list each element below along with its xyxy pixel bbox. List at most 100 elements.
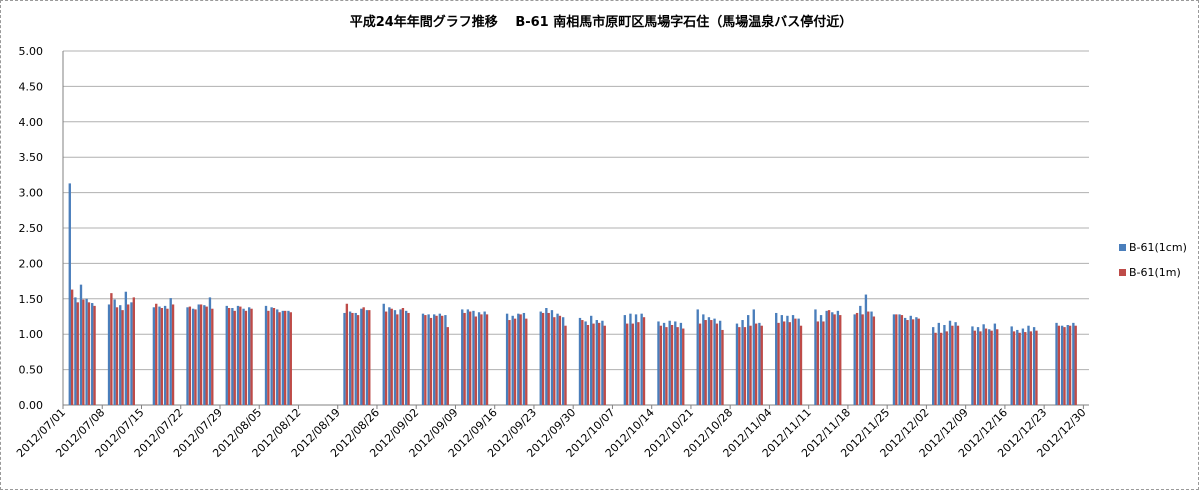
bar-1cm xyxy=(892,314,896,405)
bar-1m xyxy=(872,316,876,405)
bar-1m xyxy=(743,327,747,405)
bar-1cm xyxy=(113,299,116,405)
bar-1cm xyxy=(707,317,711,405)
bar-1m xyxy=(861,314,864,405)
bar-1m xyxy=(659,325,663,405)
bar-1cm xyxy=(629,313,632,405)
bar-1cm xyxy=(124,291,128,405)
bar-1cm xyxy=(191,308,195,405)
bar-1cm xyxy=(623,315,627,405)
legend-label-s2: B-61(1m) xyxy=(1129,266,1181,279)
bar-1m xyxy=(586,324,590,405)
bar-1m xyxy=(1029,331,1033,405)
bar-1m xyxy=(82,299,85,405)
bar-1m xyxy=(351,312,354,405)
bar-1cm xyxy=(1055,322,1058,405)
bar-1m xyxy=(384,311,388,405)
bar-1cm xyxy=(780,315,783,405)
bar-1m xyxy=(401,308,405,405)
bar-1m xyxy=(446,327,449,405)
bar-1m xyxy=(110,293,113,405)
bar-1m xyxy=(440,315,444,405)
bar-1cm xyxy=(163,305,167,405)
bar-1cm xyxy=(590,315,593,405)
bar-1cm xyxy=(915,317,918,405)
bar-1m xyxy=(194,309,197,405)
bar-1cm xyxy=(382,303,385,405)
bar-1cm xyxy=(505,313,509,405)
x-tick-labels: 2012/07/012012/07/082012/07/152012/07/22… xyxy=(14,406,1088,460)
bar-1cm xyxy=(679,322,683,405)
chart-title: 平成24年年間グラフ推移 B-61 南相馬市原町区馬場字石住（馬場温泉バス停付近… xyxy=(350,14,853,30)
y-tick-label: 3.50 xyxy=(19,151,44,164)
bar-1m xyxy=(396,314,399,405)
bar-1cm xyxy=(1021,328,1025,405)
bar-1cm xyxy=(91,303,94,405)
bar-1m xyxy=(945,331,948,405)
bars xyxy=(68,183,1077,405)
bar-1cm xyxy=(539,311,542,405)
bar-1cm xyxy=(208,297,212,405)
bar-1cm xyxy=(405,310,408,405)
bar-1cm xyxy=(511,315,514,405)
bar-1cm xyxy=(668,320,671,405)
bar-1m xyxy=(558,315,562,405)
bar-1m xyxy=(155,303,158,405)
bar-1cm xyxy=(264,305,268,405)
bar-1m xyxy=(777,322,780,405)
bar-1cm xyxy=(427,314,430,405)
bar-1cm xyxy=(758,322,761,405)
bar-1m xyxy=(1012,331,1016,405)
bar-1cm xyxy=(718,320,722,405)
bar-1m xyxy=(250,308,253,405)
bar-1m xyxy=(1024,332,1027,405)
bar-1cm xyxy=(231,308,234,405)
bar-1cm xyxy=(158,306,161,405)
bar-1cm xyxy=(343,312,346,405)
bar-1cm xyxy=(461,309,464,405)
bar-1cm xyxy=(993,323,997,405)
bar-1m xyxy=(592,323,595,405)
bar-1m xyxy=(788,322,791,405)
bar-1cm xyxy=(634,314,638,405)
bar-1cm xyxy=(130,302,133,405)
bar-1cm xyxy=(186,307,189,405)
bar-1m xyxy=(895,314,898,405)
bar-1m xyxy=(900,315,904,405)
bar-1m xyxy=(833,314,836,405)
bar-1m xyxy=(519,314,522,405)
bar-1cm xyxy=(595,320,598,405)
bar-1m xyxy=(1074,325,1077,405)
bar-1m xyxy=(132,297,135,405)
bar-1m xyxy=(1068,325,1072,405)
bar-1cm xyxy=(472,310,475,405)
bar-1cm xyxy=(954,322,957,405)
y-tick-label: 2.50 xyxy=(19,222,44,235)
bar-1m xyxy=(525,318,528,405)
bar-1cm xyxy=(79,284,83,405)
bar-1cm xyxy=(825,310,828,405)
bar-1m xyxy=(996,329,999,405)
bar-1cm xyxy=(657,321,660,405)
bar-1cm xyxy=(932,327,935,405)
bar-1cm xyxy=(988,329,991,405)
bar-1cm xyxy=(814,309,817,405)
bar-1m xyxy=(272,308,276,405)
bar-1m xyxy=(597,322,601,405)
bar-1cm xyxy=(831,312,834,405)
y-tick-label: 0.50 xyxy=(19,364,44,377)
bar-1cm xyxy=(584,321,587,405)
bar-1cm xyxy=(1066,324,1069,405)
bar-1m xyxy=(917,318,920,405)
bar-1m xyxy=(199,304,203,405)
bar-1cm xyxy=(236,305,240,405)
bar-1m xyxy=(827,310,831,405)
legend-swatch-s1 xyxy=(1119,244,1126,251)
bar-1cm xyxy=(203,305,206,405)
bar-1cm xyxy=(662,322,666,405)
bar-1m xyxy=(973,330,976,405)
bar-1cm xyxy=(702,314,705,405)
y-tick-label: 3.00 xyxy=(19,187,44,200)
bar-1cm xyxy=(1060,325,1064,405)
